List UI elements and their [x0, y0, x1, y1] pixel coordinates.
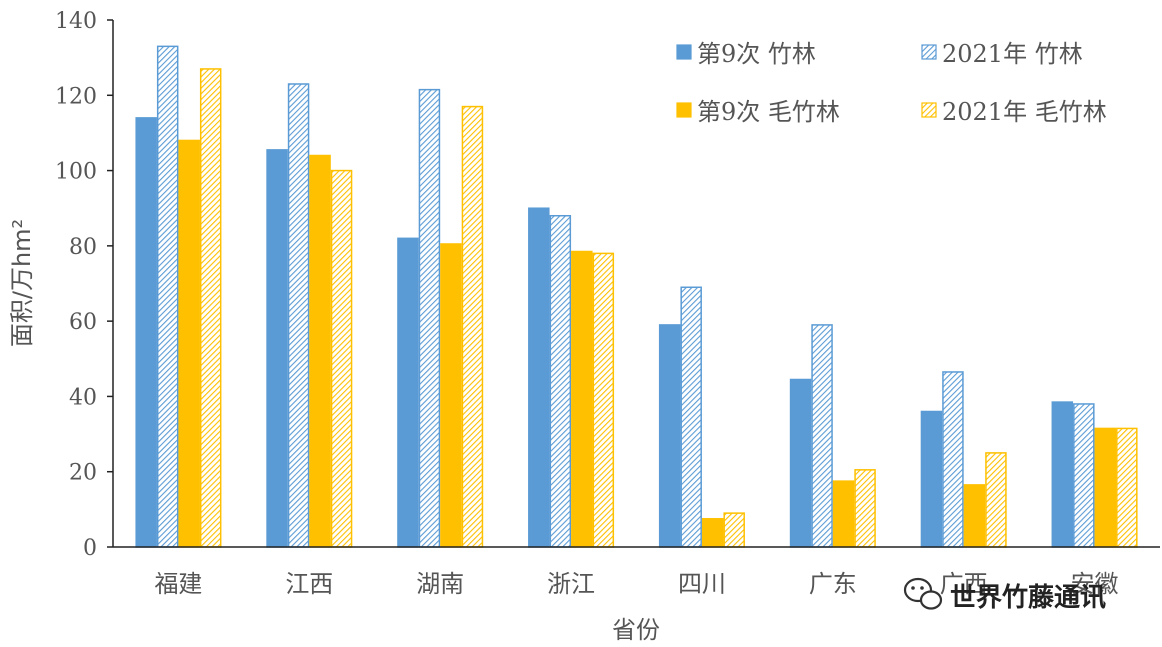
legend-swatch	[676, 44, 692, 60]
bar-4-3	[461, 105, 484, 548]
y-tick-label: 140	[55, 9, 97, 34]
bar-3-1	[178, 139, 200, 548]
bar-1-5	[658, 324, 681, 548]
bar-2-1	[156, 45, 179, 548]
wechat-icon	[903, 577, 943, 610]
bar-4-8	[1116, 427, 1138, 548]
bar-1-8	[1051, 401, 1074, 548]
y-tick-label: 0	[83, 536, 97, 561]
bar-1-1	[135, 117, 157, 548]
watermark-text: 世界竹藤通讯	[950, 583, 1106, 613]
legend-swatch	[676, 102, 692, 118]
bar-2-2	[287, 83, 310, 548]
legend-label: 2021年 竹林	[942, 40, 1083, 68]
y-axis-title: 面积/万hm²	[8, 219, 36, 347]
bar-1-7	[920, 410, 943, 548]
y-tick-label: 120	[55, 84, 97, 109]
x-axis-title: 省份	[612, 616, 660, 644]
y-tick-label: 60	[69, 310, 97, 335]
bars-layer	[135, 45, 1138, 548]
x-category-label: 广东	[809, 570, 857, 598]
bar-2-7	[942, 371, 964, 548]
bar-2-3	[418, 88, 441, 548]
bar-4-5	[723, 512, 745, 548]
bar-1-4	[528, 207, 550, 548]
bar-3-5	[701, 518, 724, 548]
bar-3-8	[1094, 427, 1117, 548]
x-category-label: 浙江	[547, 570, 595, 598]
bar-2-5	[680, 286, 702, 548]
legend-label: 2021年 毛竹林	[942, 98, 1107, 126]
x-category-label: 广西	[940, 570, 988, 598]
x-category-label: 四川	[678, 570, 726, 598]
y-ticks: 0 20 40 60 80 100 120 140	[55, 9, 113, 561]
y-tick-label: 80	[69, 235, 97, 260]
x-category-label: 江西	[285, 570, 333, 598]
y-tick-label: 100	[55, 160, 97, 185]
bar-1-3	[397, 237, 419, 548]
bar-4-2	[330, 169, 353, 548]
legend-swatch	[921, 44, 937, 60]
x-category-label: 安徽	[1071, 570, 1119, 598]
bar-2-4	[549, 214, 572, 548]
y-tick-label: 40	[69, 385, 97, 410]
x-category-label: 福建	[154, 570, 202, 598]
bar-3-2	[309, 154, 331, 548]
x-category-label: 湖南	[416, 570, 464, 598]
bar-2-6	[811, 324, 833, 548]
y-tick-label: 20	[69, 461, 97, 486]
bar-4-1	[199, 68, 222, 548]
legend-swatch	[921, 102, 937, 118]
watermark: 世界竹藤通讯	[903, 577, 1106, 613]
bar-3-7	[963, 484, 986, 548]
bar-1-6	[789, 378, 812, 548]
bar-2-8	[1073, 403, 1095, 548]
bar-4-7	[985, 452, 1007, 548]
bar-3-6	[832, 480, 855, 548]
legend-label: 第9次 竹林	[697, 40, 816, 68]
x-categories: 福建 江西 湖南 浙江 四川 广东 广西 安徽	[154, 570, 1118, 598]
bar-1-2	[266, 149, 288, 548]
legend-label: 第9次 毛竹林	[697, 98, 840, 126]
bar-3-4	[571, 250, 593, 548]
bar-4-6	[854, 469, 876, 548]
bar-3-3	[440, 243, 462, 548]
bar-4-4	[592, 252, 615, 548]
